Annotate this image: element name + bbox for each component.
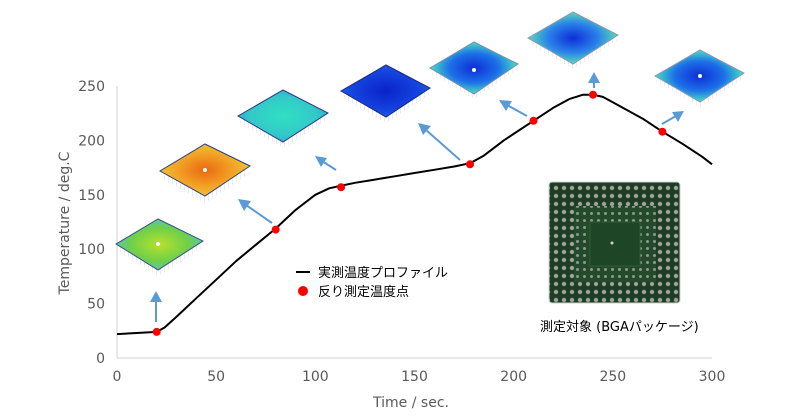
warpage-image-3 — [237, 89, 330, 148]
arrow-6 — [588, 72, 600, 88]
warpage-image-5 — [429, 41, 519, 99]
data-point-warpage — [466, 160, 474, 169]
bga-caption: 測定対象 (BGAパッケージ) — [540, 320, 699, 335]
warpage-image-4 — [340, 64, 431, 123]
y-tick-label: 50 — [87, 297, 105, 313]
y-tick-label: 0 — [96, 351, 105, 367]
bga-package-photo — [548, 180, 681, 304]
axes — [116, 86, 712, 359]
y-tick-label: 250 — [78, 79, 105, 95]
data-point-warpage — [152, 327, 161, 336]
arrow-7 — [661, 111, 684, 125]
x-tick-label: 150 — [401, 369, 428, 385]
data-point-warpage — [337, 183, 346, 192]
y-tick-label: 100 — [78, 242, 105, 258]
x-tick-label: 0 — [113, 369, 122, 385]
legend-label-points: 反り測定温度点 — [318, 284, 409, 300]
data-point-warpage — [271, 225, 280, 234]
arrow-1 — [150, 291, 162, 322]
arrow-2 — [238, 199, 273, 224]
arrows — [150, 72, 684, 322]
legend-dot-marker — [298, 286, 308, 296]
x-tick-label: 200 — [500, 369, 527, 385]
series-line-profile — [116, 93, 713, 336]
y-tick-labels: 0 50 100 150 200 250 — [78, 79, 105, 367]
data-point-warpage — [658, 127, 667, 136]
x-tick-label: 300 — [699, 369, 726, 385]
x-tick-labels: 0 50 100 150 200 250 300 — [113, 369, 726, 385]
warpage-image-6 — [527, 11, 620, 69]
warpage-image-2 — [159, 143, 252, 203]
data-point-warpage — [529, 116, 538, 125]
y-tick-label: 150 — [78, 188, 105, 204]
legend: 実測温度プロファイル 反り測定温度点 — [296, 265, 448, 300]
warpage-image-1 — [115, 218, 205, 276]
x-tick-label: 250 — [599, 369, 626, 385]
legend-label-profile: 実測温度プロファイル — [318, 265, 448, 281]
x-tick-label: 100 — [302, 369, 329, 385]
y-axis-label: Temperature / deg.C — [57, 151, 73, 295]
warpage-image-7 — [654, 49, 745, 107]
arrow-4 — [418, 123, 461, 161]
arrow-5 — [499, 100, 528, 117]
bga-die — [589, 221, 641, 267]
x-tick-label: 50 — [207, 369, 225, 385]
x-axis-label: Time / sec. — [372, 395, 449, 411]
data-point-warpage — [589, 90, 597, 99]
series-points-warpage — [152, 90, 667, 336]
y-tick-label: 200 — [78, 133, 105, 149]
arrow-3 — [315, 156, 337, 171]
